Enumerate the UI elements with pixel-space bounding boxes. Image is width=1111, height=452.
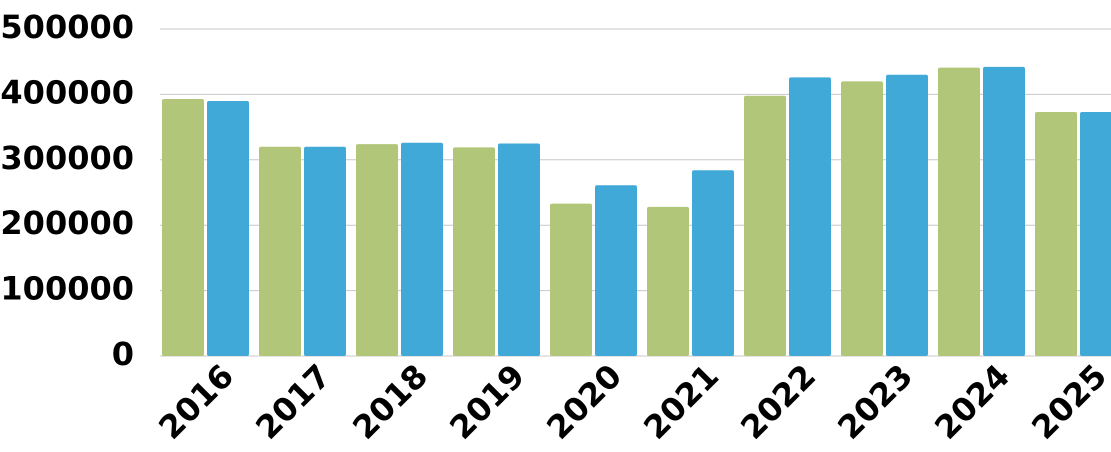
bar — [207, 100, 249, 356]
bar — [1035, 112, 1077, 356]
x-tick-label: 2020 — [539, 357, 629, 447]
bar — [259, 146, 301, 356]
bar — [647, 206, 689, 356]
x-tick-label: 2017 — [248, 357, 338, 447]
bar — [789, 77, 831, 357]
y-tick-label: 200000 — [0, 204, 134, 242]
y-tick-label: 0 — [112, 335, 134, 373]
bar — [938, 67, 980, 356]
y-axis: 0 100000 200000 300000 400000 500000 — [0, 8, 134, 373]
bar — [453, 147, 495, 356]
bar — [401, 142, 443, 356]
bar — [498, 143, 540, 356]
x-tick-label: 2016 — [151, 357, 241, 447]
bar — [692, 170, 734, 356]
bar — [550, 203, 592, 356]
bar — [162, 98, 204, 356]
x-tick-label: 2018 — [345, 357, 435, 447]
bar — [886, 74, 928, 356]
y-tick-label: 100000 — [0, 270, 134, 308]
x-tick-label: 2022 — [733, 357, 823, 447]
y-tick-label: 400000 — [0, 73, 134, 111]
x-tick-label: 2024 — [927, 357, 1017, 447]
x-tick-label: 2023 — [830, 357, 920, 447]
bar — [841, 81, 883, 356]
bar — [744, 95, 786, 356]
bar — [304, 146, 346, 356]
x-tick-label: 2025 — [1024, 357, 1111, 447]
bar — [1080, 112, 1111, 356]
y-tick-label: 300000 — [0, 139, 134, 177]
y-tick-label: 500000 — [0, 8, 134, 46]
bar — [356, 144, 398, 356]
bar — [595, 185, 637, 356]
bars — [162, 66, 1111, 357]
x-axis: 2016 2017 2018 2019 2020 2021 2022 2023 2024 2025 — [151, 357, 1111, 447]
x-tick-label: 2021 — [636, 357, 726, 447]
x-tick-label: 2019 — [442, 357, 532, 447]
bar — [983, 66, 1025, 356]
